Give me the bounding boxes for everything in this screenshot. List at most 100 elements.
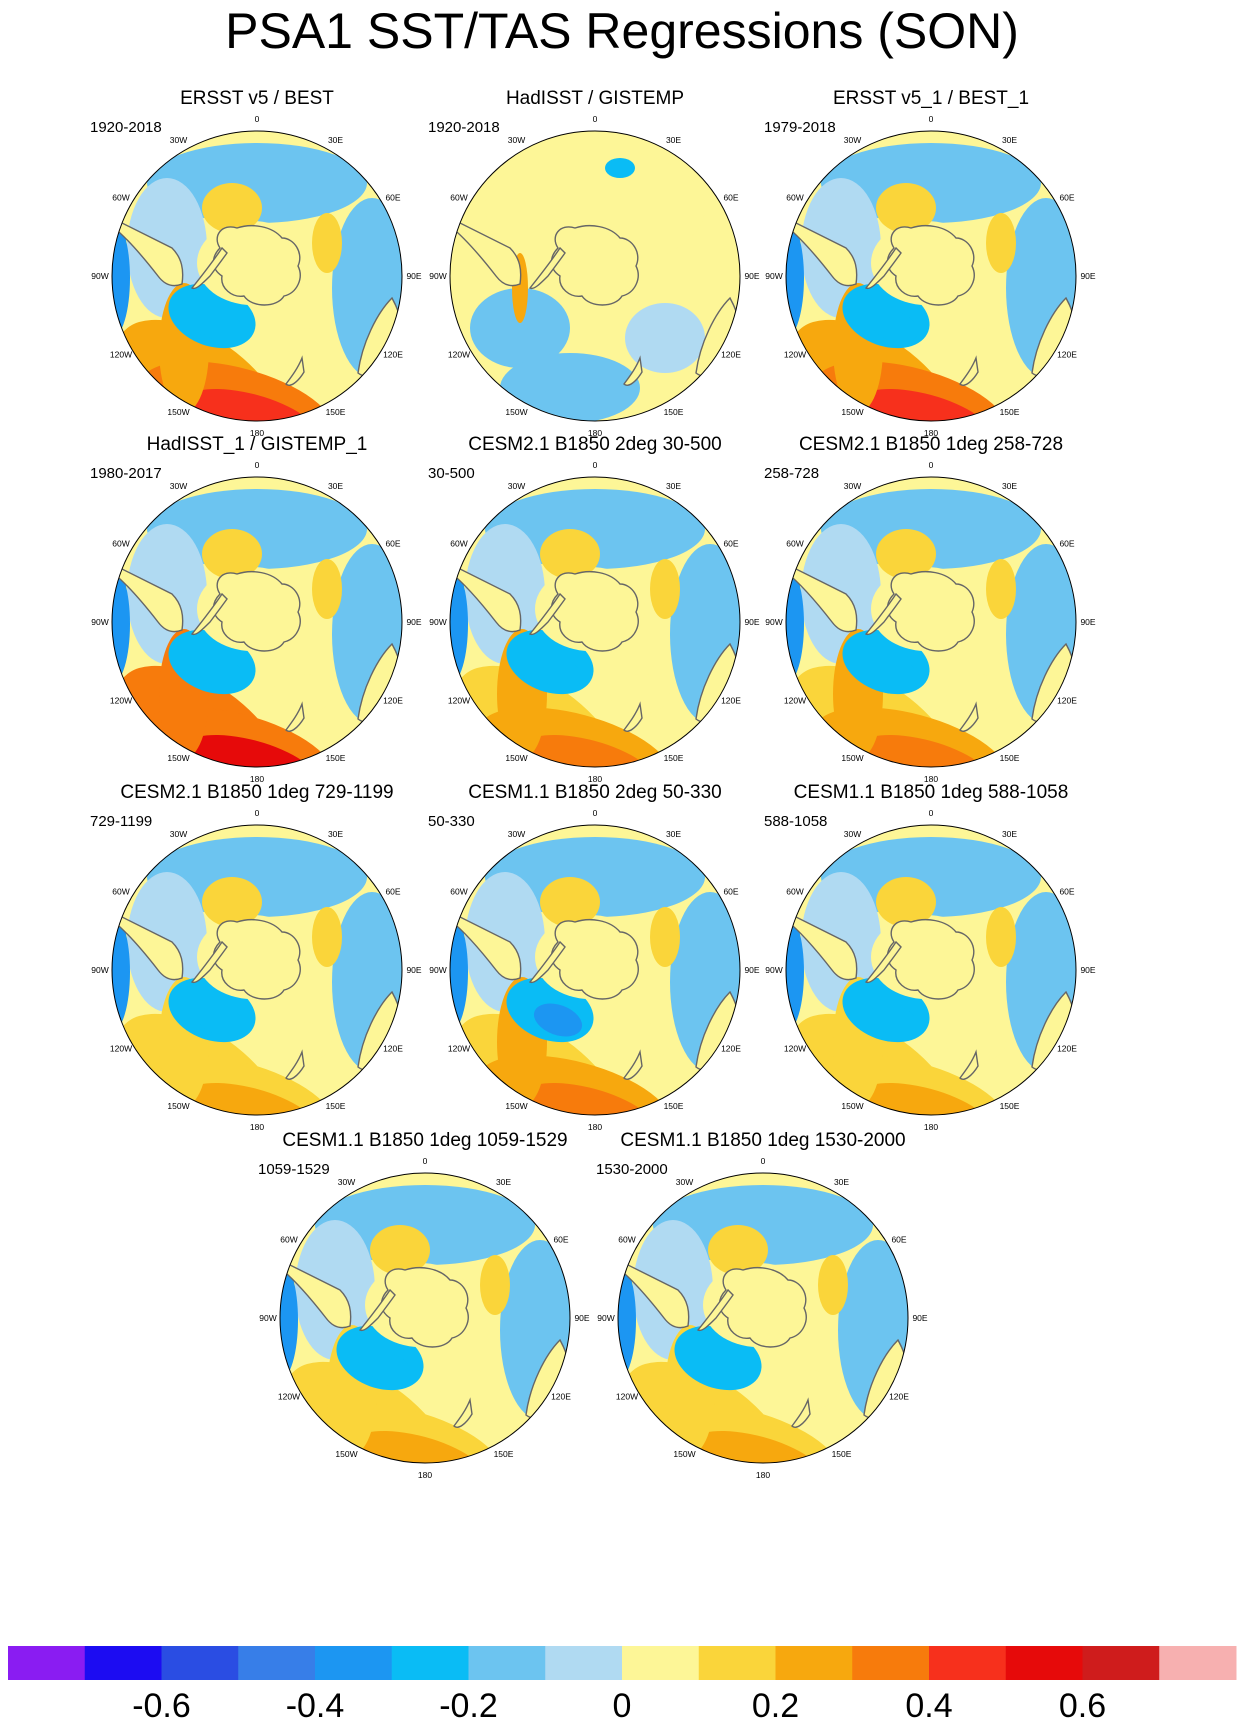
map-border xyxy=(111,824,403,1116)
longitude-label: 0 xyxy=(929,460,934,470)
longitude-label: 30W xyxy=(508,829,525,839)
coastline xyxy=(550,919,639,1000)
coastline xyxy=(886,571,975,652)
longitude-label: 90W xyxy=(91,965,108,975)
panel-years: 729-1199 xyxy=(90,813,153,830)
anomaly-region xyxy=(869,309,919,343)
anomaly-region xyxy=(202,183,262,233)
anomaly-region xyxy=(485,837,705,917)
longitude-label: 60W xyxy=(786,193,803,203)
coastline xyxy=(190,592,228,636)
colorbar-swatch xyxy=(929,1646,1007,1680)
colorbar-swatch xyxy=(698,1646,776,1680)
longitude-label: 120E xyxy=(1057,1044,1077,1054)
longitude-label: 180 xyxy=(756,1470,770,1480)
anomaly-region xyxy=(625,303,705,373)
map-panel: 0 30E 60E 90E 120E 150E 180 150W 120W 90W 60W 30W Ha… xyxy=(410,88,780,458)
colorbar-swatch xyxy=(775,1646,853,1680)
longitude-label: 120E xyxy=(889,1392,909,1402)
anomaly-region xyxy=(485,489,705,569)
anomaly-region xyxy=(605,158,635,178)
colorbar-tick-label: 0 xyxy=(613,1687,632,1725)
longitude-label: 120W xyxy=(784,696,806,706)
anomaly-region xyxy=(280,1260,298,1380)
anomaly-region xyxy=(485,148,705,268)
longitude-label: 60E xyxy=(1059,539,1074,549)
map-panel: 0 30E 60E 90E 120E 150E 180 150W 120W 90W 60W 30W CE… xyxy=(72,782,442,1152)
coastline xyxy=(190,246,228,290)
map-panel: 0 30E 60E 90E 120E 150E 180 150W 120W 90W 60W 30W Ha… xyxy=(72,434,442,804)
anomaly-region xyxy=(986,907,1016,967)
coastline xyxy=(450,562,522,633)
longitude-label: 90W xyxy=(597,1313,614,1323)
longitude-label: 60E xyxy=(385,539,400,549)
coastline xyxy=(528,940,566,984)
colorbar-swatch xyxy=(545,1646,623,1680)
anomaly-region xyxy=(312,213,342,273)
anomaly-region xyxy=(112,912,130,1032)
polar-map: 0 30E 60E 90E 120E 150E 180 150W 120W 90W 60W 30W xyxy=(91,114,422,438)
longitude-label: 90W xyxy=(429,271,446,281)
anomaly-region xyxy=(786,912,804,1032)
map-panel: 0 30E 60E 90E 120E 150E 180 150W 120W 90W 60W 30W CE… xyxy=(578,1130,948,1500)
colorbar-swatch xyxy=(468,1646,546,1680)
anomaly-region xyxy=(112,218,130,338)
map-border xyxy=(279,1172,571,1464)
coastline xyxy=(959,355,979,386)
panel-years: 30-500 xyxy=(428,465,475,482)
longitude-label: 30W xyxy=(508,481,525,491)
coastline xyxy=(380,1267,469,1348)
anomaly-region xyxy=(653,1185,873,1265)
polar-map: 0 30E 60E 90E 120E 150E 180 150W 120W 90W 60W 30W xyxy=(91,808,422,1132)
coastline xyxy=(280,1258,352,1329)
anomaly-region xyxy=(312,559,342,619)
longitude-label: 30W xyxy=(508,135,525,145)
longitude-label: 120E xyxy=(383,696,403,706)
colorbar-swatch xyxy=(1082,1646,1160,1680)
anomaly-region xyxy=(618,1260,636,1380)
longitude-label: 90W xyxy=(429,617,446,627)
anomaly-region xyxy=(312,907,342,967)
longitude-label: 120W xyxy=(784,350,806,360)
panel-title: ERSST v5 / BEST xyxy=(180,88,334,109)
longitude-label: 60W xyxy=(450,887,467,897)
colorbar-swatch xyxy=(161,1646,239,1680)
longitude-label: 120E xyxy=(1057,350,1077,360)
anomaly-region xyxy=(708,1225,768,1275)
longitude-label: 60E xyxy=(553,1235,568,1245)
map-panel: 0 30E 60E 90E 120E 150E 180 150W 120W 90W 60W 30W CE… xyxy=(410,434,780,804)
coastline xyxy=(453,1397,473,1428)
longitude-label: 30E xyxy=(1002,829,1017,839)
anomaly-region xyxy=(370,1225,430,1275)
coastline xyxy=(212,225,301,306)
coastline xyxy=(718,1267,807,1348)
coastline xyxy=(623,355,643,386)
anomaly-region xyxy=(786,218,804,338)
colorbar-swatch xyxy=(622,1646,700,1680)
panel-title: CESM1.1 B1850 1deg 1059-1529 xyxy=(282,1130,568,1151)
longitude-label: 90W xyxy=(765,271,782,281)
longitude-label: 180 xyxy=(924,428,938,438)
longitude-label: 90E xyxy=(912,1313,927,1323)
panel-title: HadISST_1 / GISTEMP_1 xyxy=(146,434,368,455)
longitude-label: 120W xyxy=(110,1044,132,1054)
longitude-label: 180 xyxy=(250,1122,264,1132)
colorbar-tick-label: -0.6 xyxy=(132,1687,191,1725)
anomaly-region xyxy=(821,143,1041,223)
longitude-label: 30E xyxy=(328,829,343,839)
coastline xyxy=(550,571,639,652)
longitude-label: 180 xyxy=(588,428,602,438)
polar-map: 0 30E 60E 90E 120E 150E 180 150W 120W 90W 60W 30W xyxy=(429,114,760,438)
longitude-label: 60E xyxy=(385,887,400,897)
coastline xyxy=(285,355,305,386)
anomaly-region xyxy=(535,388,585,421)
coastline xyxy=(550,225,639,306)
panel-years: 1920-2018 xyxy=(90,119,162,136)
panel-years: 1979-2018 xyxy=(764,119,836,136)
longitude-label: 60E xyxy=(1059,193,1074,203)
map-border xyxy=(111,476,403,768)
anomaly-region xyxy=(520,735,656,767)
longitude-label: 150W xyxy=(841,1101,863,1111)
longitude-label: 120E xyxy=(721,1044,741,1054)
longitude-label: 120W xyxy=(110,696,132,706)
